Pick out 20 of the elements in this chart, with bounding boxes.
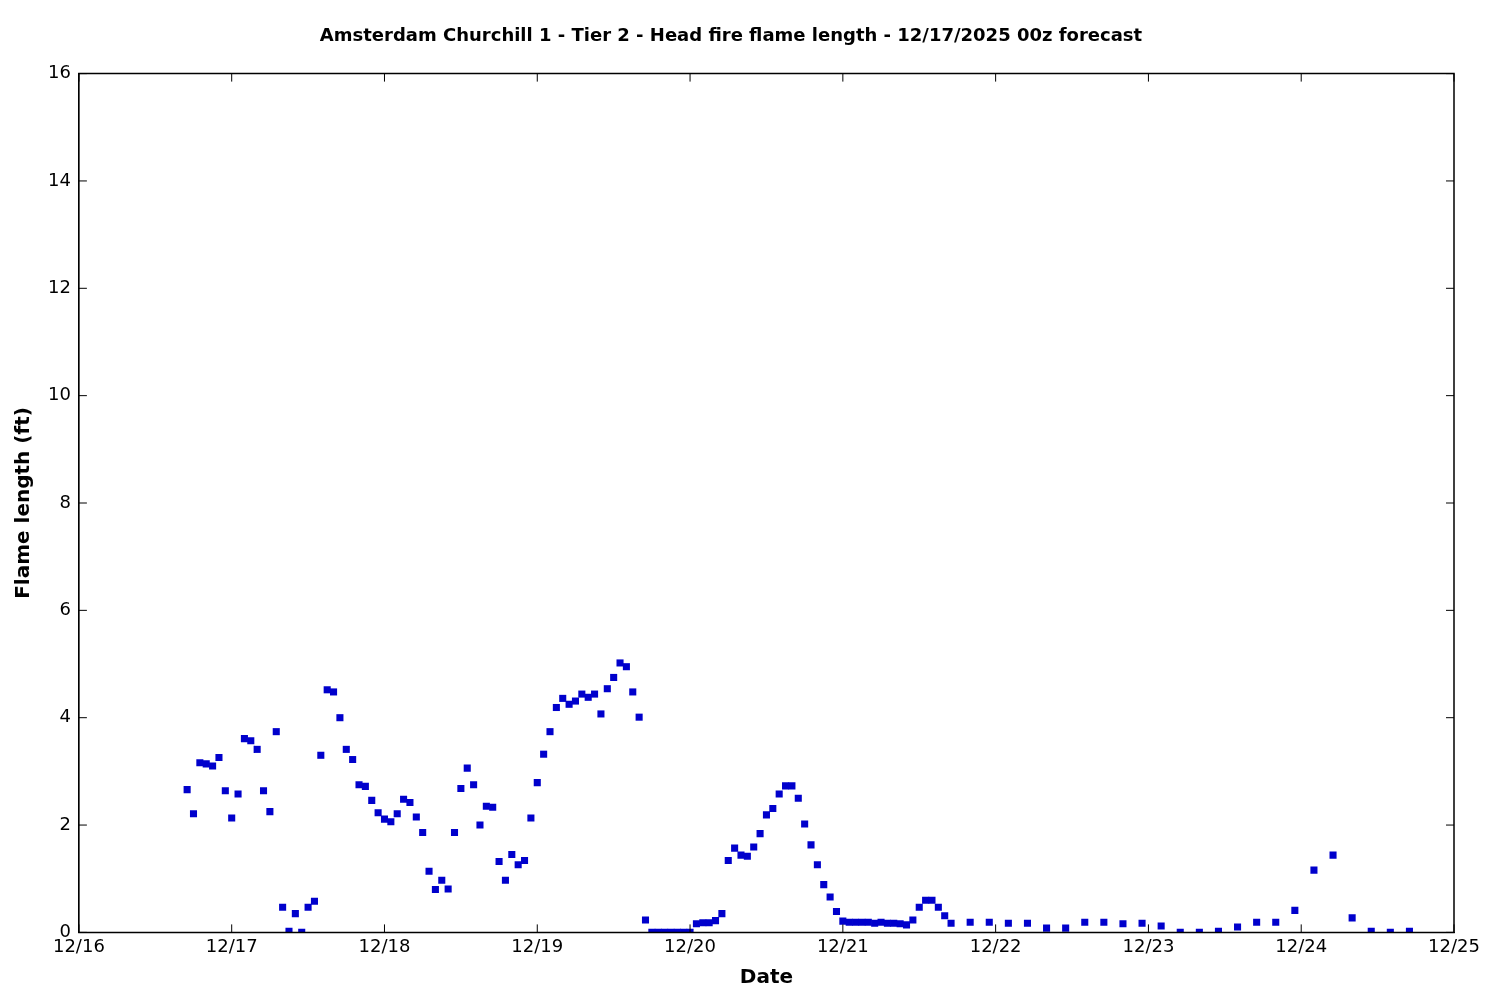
- y-tick-label: 8: [59, 490, 71, 512]
- y-tick-label: 6: [59, 598, 71, 620]
- y-axis-title: Flame length (ft): [10, 407, 35, 599]
- x-axis-title: Date: [739, 964, 794, 989]
- x-tick-label: 12/24: [1275, 934, 1328, 956]
- y-tick-label: 12: [48, 275, 71, 297]
- x-tick-label: 12/25: [1428, 934, 1480, 956]
- y-tick-label: 10: [48, 383, 71, 405]
- x-tick-label: 12/18: [358, 934, 411, 956]
- x-tick-label: 12/19: [511, 934, 564, 956]
- x-tick-label: 12/20: [664, 934, 716, 956]
- y-tick-label: 2: [59, 812, 71, 834]
- chart-title: Amsterdam Churchill 1 - Tier 2 - Head fire flame length - 12/17/2025 00z forecast: [319, 24, 1143, 46]
- x-tick-label: 12/17: [205, 934, 258, 956]
- x-tick-label: 12/21: [816, 934, 869, 956]
- y-tick-label: 16: [48, 61, 71, 83]
- y-tick-label: 4: [59, 705, 71, 727]
- y-tick-label: 14: [48, 168, 71, 190]
- x-tick-label: 12/23: [1122, 934, 1175, 956]
- x-tick-label: 12/22: [969, 934, 1022, 956]
